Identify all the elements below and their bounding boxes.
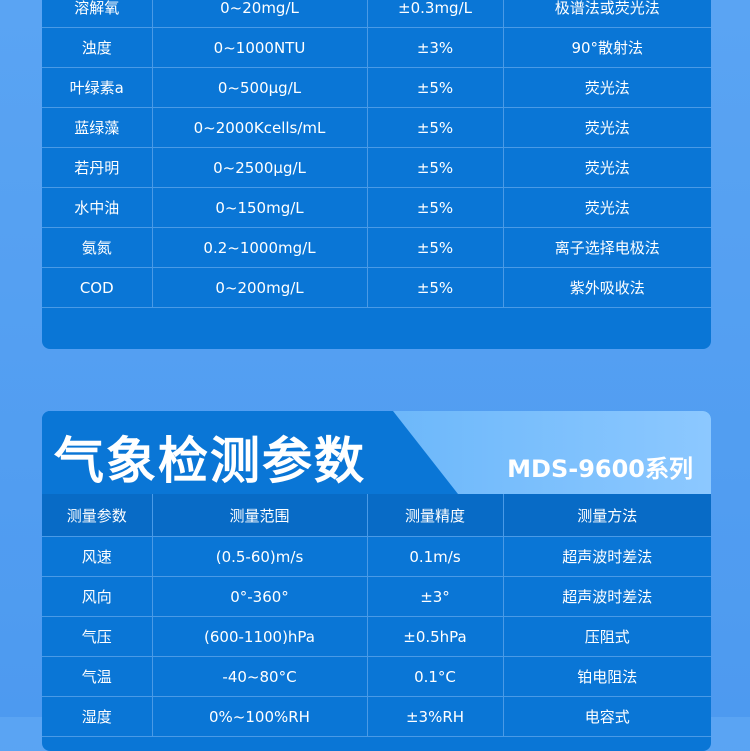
table-cell: 风速 (42, 536, 153, 577)
table-cell: 0.1°C (367, 656, 504, 697)
table-row: 蓝绿藻 0~2000Kcells/mL ±5% 荧光法 (42, 107, 711, 148)
table-cell: 测量精度 (367, 494, 504, 537)
table-row: 若丹明 0~2500μg/L ±5% 荧光法 (42, 147, 711, 188)
table-cell: 0~2500μg/L (152, 147, 368, 188)
table-cell: ±0.3mg/L (367, 0, 504, 28)
table-cell: 离子选择电极法 (503, 227, 711, 268)
table-row: 测量参数 测量范围 测量精度 测量方法 (42, 494, 711, 537)
table-cell: ±5% (367, 67, 504, 108)
table-row: 氨氮 0.2~1000mg/L ±5% 离子选择电极法 (42, 227, 711, 268)
table-cell: 荧光法 (503, 107, 711, 148)
table-cell: 气温 (42, 656, 153, 697)
table-cell: 气压 (42, 616, 153, 657)
weather-params-table: 测量参数 测量范围 测量精度 测量方法 风速 (0.5-60)m/s 0.1m/s 超声波时差… (42, 494, 711, 737)
table-cell: 0°-360° (152, 576, 368, 617)
table-row: 水中油 0~150mg/L ±5% 荧光法 (42, 187, 711, 228)
table-cell: ±5% (367, 187, 504, 228)
table-cell: 90°散射法 (503, 27, 711, 68)
weather-banner: 气象检测参数 MDS-9600系列 (42, 411, 711, 494)
table-cell: ±5% (367, 267, 504, 308)
table-cell: 蓝绿藻 (42, 107, 153, 148)
table-cell: 超声波时差法 (503, 576, 711, 617)
table-cell: 测量方法 (503, 494, 711, 537)
table-cell: ±0.5hPa (367, 616, 504, 657)
table-cell: ±3% (367, 27, 504, 68)
table-cell: 0.1m/s (367, 536, 504, 577)
table-row: 叶绿素a 0~500μg/L ±5% 荧光法 (42, 67, 711, 108)
table-row: 风速 (0.5-60)m/s 0.1m/s 超声波时差法 (42, 536, 711, 577)
table-cell: 压阻式 (503, 616, 711, 657)
table-row: 浊度 0~1000NTU ±3% 90°散射法 (42, 27, 711, 68)
table-row: 溶解氧 0~20mg/L ±0.3mg/L 极谱法或荧光法 (42, 0, 711, 28)
table-cell: 叶绿素a (42, 67, 153, 108)
table-row: 风向 0°-360° ±3° 超声波时差法 (42, 576, 711, 617)
table-cell: 若丹明 (42, 147, 153, 188)
table-cell: 0~20mg/L (152, 0, 368, 28)
series-label: MDS-9600系列 (507, 455, 693, 483)
table-row: COD 0~200mg/L ±5% 紫外吸收法 (42, 267, 711, 308)
table-cell: 0~500μg/L (152, 67, 368, 108)
table-cell: 氨氮 (42, 227, 153, 268)
table-cell: 水中油 (42, 187, 153, 228)
table-cell: ±5% (367, 107, 504, 148)
table-cell: 0~150mg/L (152, 187, 368, 228)
table-cell: 超声波时差法 (503, 536, 711, 577)
table-cell: 0~1000NTU (152, 27, 368, 68)
water-params-card: 溶解氧 0~20mg/L ±0.3mg/L 极谱法或荧光法 浊度 0~1000NTU ±3%… (42, 0, 711, 349)
table-cell: -40~80°C (152, 656, 368, 697)
table-row: 气温 -40~80°C 0.1°C 铂电阻法 (42, 656, 711, 697)
empty-row (42, 308, 711, 349)
table-cell: 荧光法 (503, 187, 711, 228)
table-cell: ±3° (367, 576, 504, 617)
table-cell: 溶解氧 (42, 0, 153, 28)
weather-params-card: 气象检测参数 MDS-9600系列 测量参数 测量范围 测量精度 测量方法 风速 (0.5… (42, 411, 711, 751)
table-cell: ±5% (367, 227, 504, 268)
table-cell: (0.5-60)m/s (152, 536, 368, 577)
table-cell: 0.2~1000mg/L (152, 227, 368, 268)
table-cell: 紫外吸收法 (503, 267, 711, 308)
table-cell: 荧光法 (503, 67, 711, 108)
table-cell: 风向 (42, 576, 153, 617)
table-cell: 荧光法 (503, 147, 711, 188)
table-cell: (600-1100)hPa (152, 616, 368, 657)
table-cell: COD (42, 267, 153, 308)
weather-title: 气象检测参数 (54, 432, 366, 490)
table-cell: 铂电阻法 (503, 656, 711, 697)
table-cell: 0~200mg/L (152, 267, 368, 308)
table-cell: 测量范围 (152, 494, 368, 537)
table-cell: 极谱法或荧光法 (503, 0, 711, 28)
table-cell: ±5% (367, 147, 504, 188)
table-cell: 0~2000Kcells/mL (152, 107, 368, 148)
water-params-table: 溶解氧 0~20mg/L ±0.3mg/L 极谱法或荧光法 浊度 0~1000NTU ±3%… (42, 0, 711, 348)
table-cell: 测量参数 (42, 494, 153, 537)
table-cell: 浊度 (42, 27, 153, 68)
table-row: 气压 (600-1100)hPa ±0.5hPa 压阻式 (42, 616, 711, 657)
